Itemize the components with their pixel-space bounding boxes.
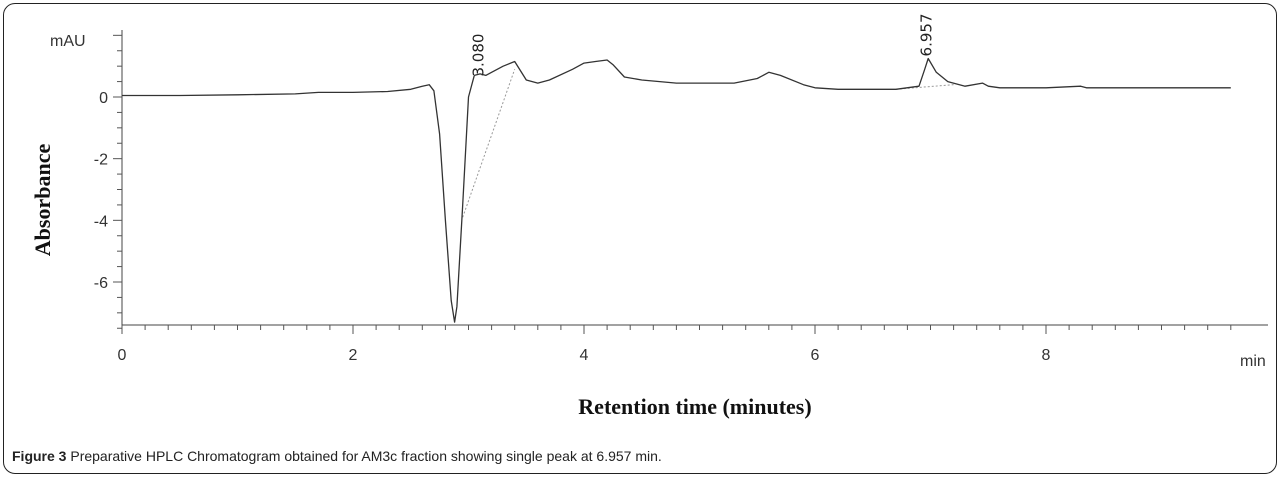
figure-caption: Figure 3 Preparative HPLC Chromatogram o… [12, 448, 662, 464]
peak-label-1: 6.957 [918, 14, 936, 57]
chart-labels: mAU min Retention time (minutes) Absorba… [30, 14, 1266, 419]
x-tick-label: 0 [118, 347, 127, 364]
ticks: 0 2 4 6 8 0 -2 -4 -6 [94, 34, 1232, 364]
y-tick-label: -4 [94, 213, 108, 230]
y-tick-label: -6 [94, 275, 108, 292]
x-tick-label: 6 [811, 347, 820, 364]
axes [121, 30, 1268, 326]
figure-caption-text: Preparative HPLC Chromatogram obtained f… [70, 448, 662, 464]
y-tick-label: -2 [94, 152, 108, 169]
x-tick-label: 8 [1042, 347, 1051, 364]
figure-frame [3, 3, 1277, 474]
chromatogram-trace [122, 57, 1231, 323]
series-line-0 [122, 57, 1231, 323]
baselines [462, 69, 954, 218]
figure-label: Figure 3 [12, 448, 67, 464]
peak-label-0: 3.080 [470, 34, 488, 77]
y-tick-label: 0 [99, 90, 108, 107]
x-tick-label: 2 [349, 347, 358, 364]
chromatogram-chart: 0 2 4 6 8 0 -2 -4 -6 mAU min Retention time (min… [30, 14, 1268, 419]
y-axis-title: Absorbance [30, 144, 55, 257]
x-axis-title: Retention time (minutes) [578, 394, 811, 419]
x-tick-label: 4 [580, 347, 589, 364]
y-unit-label: mAU [50, 33, 86, 50]
x-unit-label: min [1240, 353, 1266, 370]
